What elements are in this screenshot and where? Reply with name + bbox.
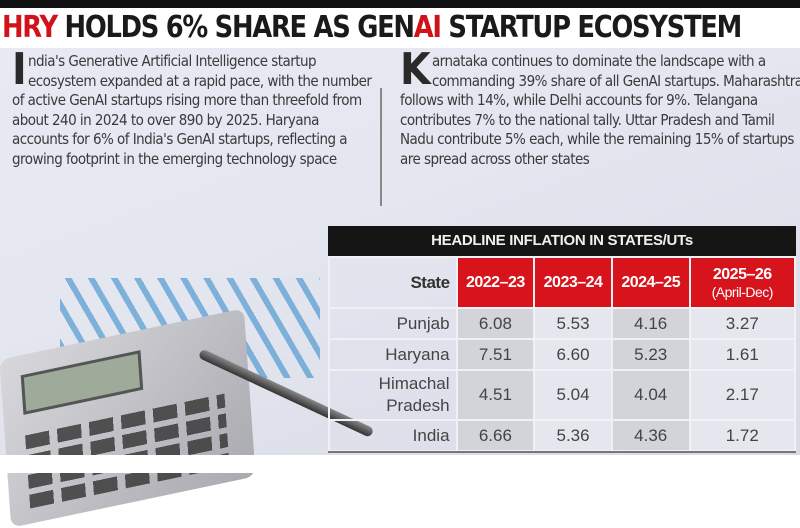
value-cell: 4.04 (610, 369, 691, 421)
table-row: Haryana 7.51 6.60 5.23 1.61 (328, 338, 797, 371)
state-cell: Haryana (328, 338, 458, 371)
inflation-table: HEADLINE INFLATION IN STATES/UTs State 2… (328, 226, 797, 452)
value-cell: 1.72 (688, 419, 797, 452)
value-cell: 4.51 (455, 369, 536, 421)
top-bar (0, 0, 800, 8)
headline-highlight: HRY (2, 10, 58, 45)
value-cell: 5.53 (533, 307, 613, 340)
headline-highlight: AI (413, 10, 442, 45)
column-header: 2022–23 (455, 256, 536, 309)
table-header-row: State 2022–23 2023–24 2024–25 2025–26 (Ap… (328, 256, 797, 309)
drop-cap: K (400, 44, 431, 95)
column-header: 2025–26 (April-Dec) (688, 256, 797, 309)
state-cell: Punjab (328, 307, 458, 340)
calculator-image (0, 308, 256, 528)
value-cell: 6.08 (455, 307, 536, 340)
value-cell: 7.51 (455, 338, 536, 371)
value-cell: 6.60 (533, 338, 613, 371)
value-cell: 3.27 (688, 307, 797, 340)
table-title: HEADLINE INFLATION IN STATES/UTs (328, 226, 796, 256)
bottom-margin (0, 455, 800, 473)
value-cell: 1.61 (688, 338, 797, 371)
value-cell: 5.23 (610, 338, 691, 371)
value-cell: 4.36 (610, 419, 691, 452)
column-header-subtext: (April-Dec) (711, 283, 774, 300)
state-cell: India (328, 419, 458, 452)
headline-text: STARTUP ECOSYSTEM (440, 10, 742, 45)
column-header-text: 2025–26 (712, 265, 772, 283)
column-header: State (328, 256, 458, 309)
value-cell: 2.17 (688, 369, 797, 421)
value-cell: 4.16 (610, 307, 691, 340)
value-cell: 5.04 (533, 369, 613, 421)
paragraph-text: ndia's Generative Artificial Intelligenc… (12, 52, 372, 168)
value-cell: 5.36 (533, 419, 613, 452)
headline-text: HOLDS 6% SHARE AS GEN (56, 10, 415, 45)
table-row: Punjab 6.08 5.53 4.16 3.27 (328, 307, 797, 340)
state-cell: Himachal Pradesh (328, 369, 458, 421)
table-row: Himachal Pradesh 4.51 5.04 4.04 2.17 (328, 369, 797, 421)
paragraph-text: arnataka continues to dominate the lands… (400, 52, 800, 168)
column-divider (380, 88, 382, 206)
drop-cap: I (12, 44, 27, 95)
headline: HRY HOLDS 6% SHARE AS GENAI STARTUP ECOS… (2, 8, 742, 48)
table-bottom-rule (328, 451, 796, 453)
column-header: 2024–25 (610, 256, 691, 309)
column-header: 2023–24 (533, 256, 613, 309)
value-cell: 6.66 (455, 419, 536, 452)
table-row: India 6.66 5.36 4.36 1.72 (328, 419, 797, 452)
